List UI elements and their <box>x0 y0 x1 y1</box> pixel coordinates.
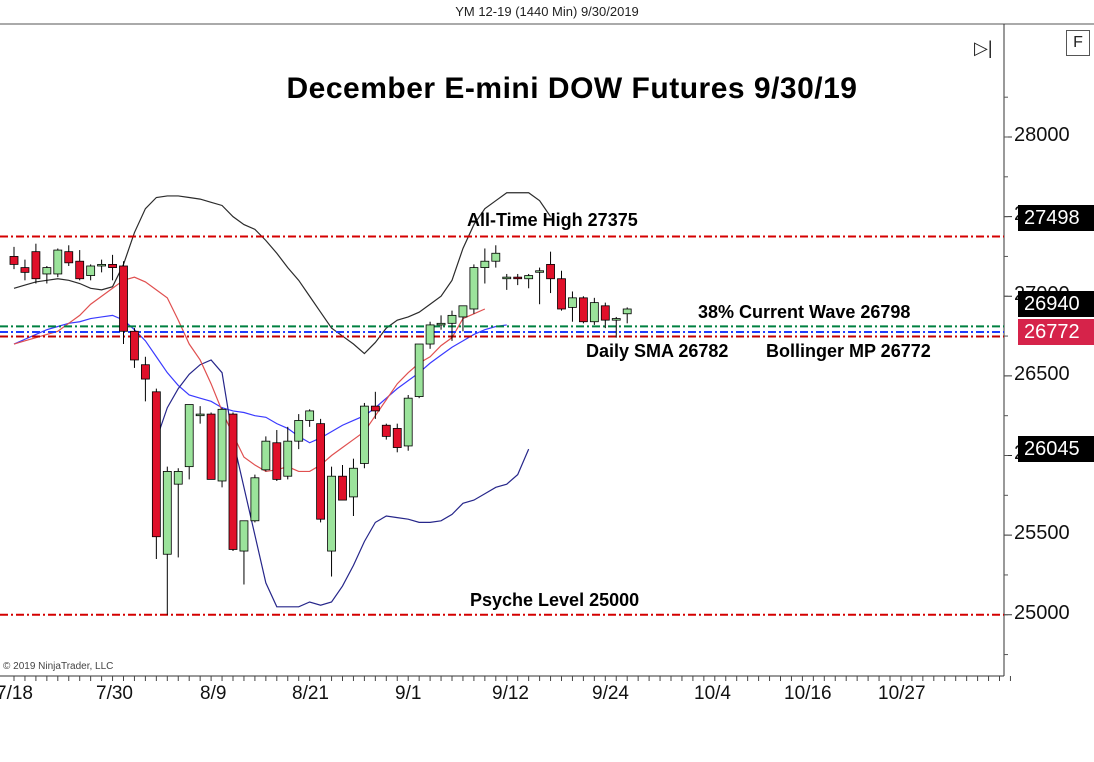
y-tick-label: 28000 <box>1014 124 1070 146</box>
candle-up <box>622 308 632 315</box>
f-button[interactable]: F <box>1066 30 1090 56</box>
candle-up <box>403 397 413 447</box>
x-tick-label: 7/30 <box>96 683 133 704</box>
y-tick-label: 25500 <box>1014 522 1070 544</box>
candle-up <box>283 440 293 477</box>
chart-title: December E-mini DOW Futures 9/30/19 <box>286 72 858 105</box>
candle-down <box>316 423 326 520</box>
candle-down <box>108 263 117 268</box>
candle-up <box>447 314 457 324</box>
x-tick-label: 9/1 <box>395 683 422 704</box>
candle-up <box>469 267 479 310</box>
candle-up <box>217 408 227 482</box>
candle-down <box>600 305 610 321</box>
x-tick-label: 10/27 <box>878 683 926 704</box>
x-tick-label: 9/24 <box>592 683 629 704</box>
candle-up <box>502 276 512 280</box>
candle-down <box>381 424 391 437</box>
instrument-header: YM 12-19 (1440 Min) 9/30/2019 <box>455 4 639 19</box>
candle-down <box>228 413 238 550</box>
candle-down <box>31 251 41 280</box>
candle-down <box>151 391 161 538</box>
candle-up <box>524 275 534 280</box>
x-tick-label: 9/12 <box>492 683 529 704</box>
candle-up <box>173 471 183 485</box>
candle-up <box>491 252 501 262</box>
bollinger-mid-line <box>13 314 507 444</box>
candle-up <box>294 420 304 442</box>
candle-up <box>239 520 249 552</box>
candle-down <box>75 260 85 280</box>
play-bar-icon[interactable]: ▷| <box>974 38 993 58</box>
x-tick-label: 8/9 <box>200 683 227 704</box>
candle-down <box>9 256 19 265</box>
level-label-all-time-high: All-Time High 27375 <box>467 210 638 230</box>
candle-up <box>458 305 468 318</box>
candle-up <box>97 263 106 267</box>
x-tick-label: 7/18 <box>0 683 33 704</box>
level-label-38-wave: 38% Current Wave 26798 <box>698 302 911 322</box>
candle-up <box>86 265 96 276</box>
candle-down <box>370 405 380 412</box>
candle-up <box>436 322 446 326</box>
price-tag-26772: 26772 <box>1018 319 1094 345</box>
candle-up <box>414 343 424 397</box>
x-tick-marks <box>13 676 1011 681</box>
bollinger-bands <box>13 192 552 608</box>
candle-up <box>195 413 205 417</box>
candle-up <box>480 260 490 268</box>
y-tick-label: 25000 <box>1014 602 1070 624</box>
candle-up <box>611 318 621 321</box>
bollinger-lower-line <box>155 359 530 608</box>
candle-up <box>589 302 599 323</box>
candle-up <box>42 267 52 275</box>
bollinger-upper-line <box>13 192 552 355</box>
candle-up <box>359 405 369 464</box>
x-tick-label: 8/21 <box>292 683 329 704</box>
candle-down <box>130 330 139 361</box>
y-tick-label: 26500 <box>1014 363 1070 385</box>
candle-down <box>338 475 347 501</box>
level-label-bollinger-mp: Bollinger MP 26772 <box>766 341 931 361</box>
candle-up <box>305 410 315 421</box>
candle-down <box>557 278 566 310</box>
candle-up <box>425 324 435 345</box>
candle-up <box>184 404 194 468</box>
candle-down <box>513 276 523 280</box>
candle-down <box>140 364 150 380</box>
candle-down <box>20 267 30 273</box>
x-tick-label: 10/16 <box>784 683 832 704</box>
candle-down <box>392 428 402 448</box>
price-tag-27498: 27498 <box>1018 205 1094 231</box>
candle-up <box>162 471 172 555</box>
candle-up <box>568 297 577 308</box>
candle-up <box>261 440 271 471</box>
candle-down <box>272 442 282 480</box>
y-tick-marks <box>1004 96 1012 656</box>
candle-up <box>53 249 63 275</box>
price-tag-26045: 26045 <box>1018 436 1094 462</box>
price-tag-26940: 26940 <box>1018 291 1094 317</box>
level-label-daily-sma: Daily SMA 26782 <box>586 341 729 361</box>
candle-up <box>535 270 544 273</box>
candle-up <box>349 467 358 498</box>
x-tick-label: 10/4 <box>694 683 731 704</box>
copyright-notice: © 2019 NinjaTrader, LLC <box>3 661 114 672</box>
candle-down <box>546 263 555 280</box>
candle-up <box>250 477 260 522</box>
candle-up <box>327 475 336 552</box>
candlesticks <box>9 243 632 615</box>
level-label-psyche: Psyche Level 25000 <box>470 590 640 610</box>
candle-down <box>119 265 128 332</box>
candle-down <box>206 413 216 480</box>
sma-line <box>13 276 486 473</box>
candle-down <box>64 251 74 264</box>
candle-down <box>579 297 588 323</box>
